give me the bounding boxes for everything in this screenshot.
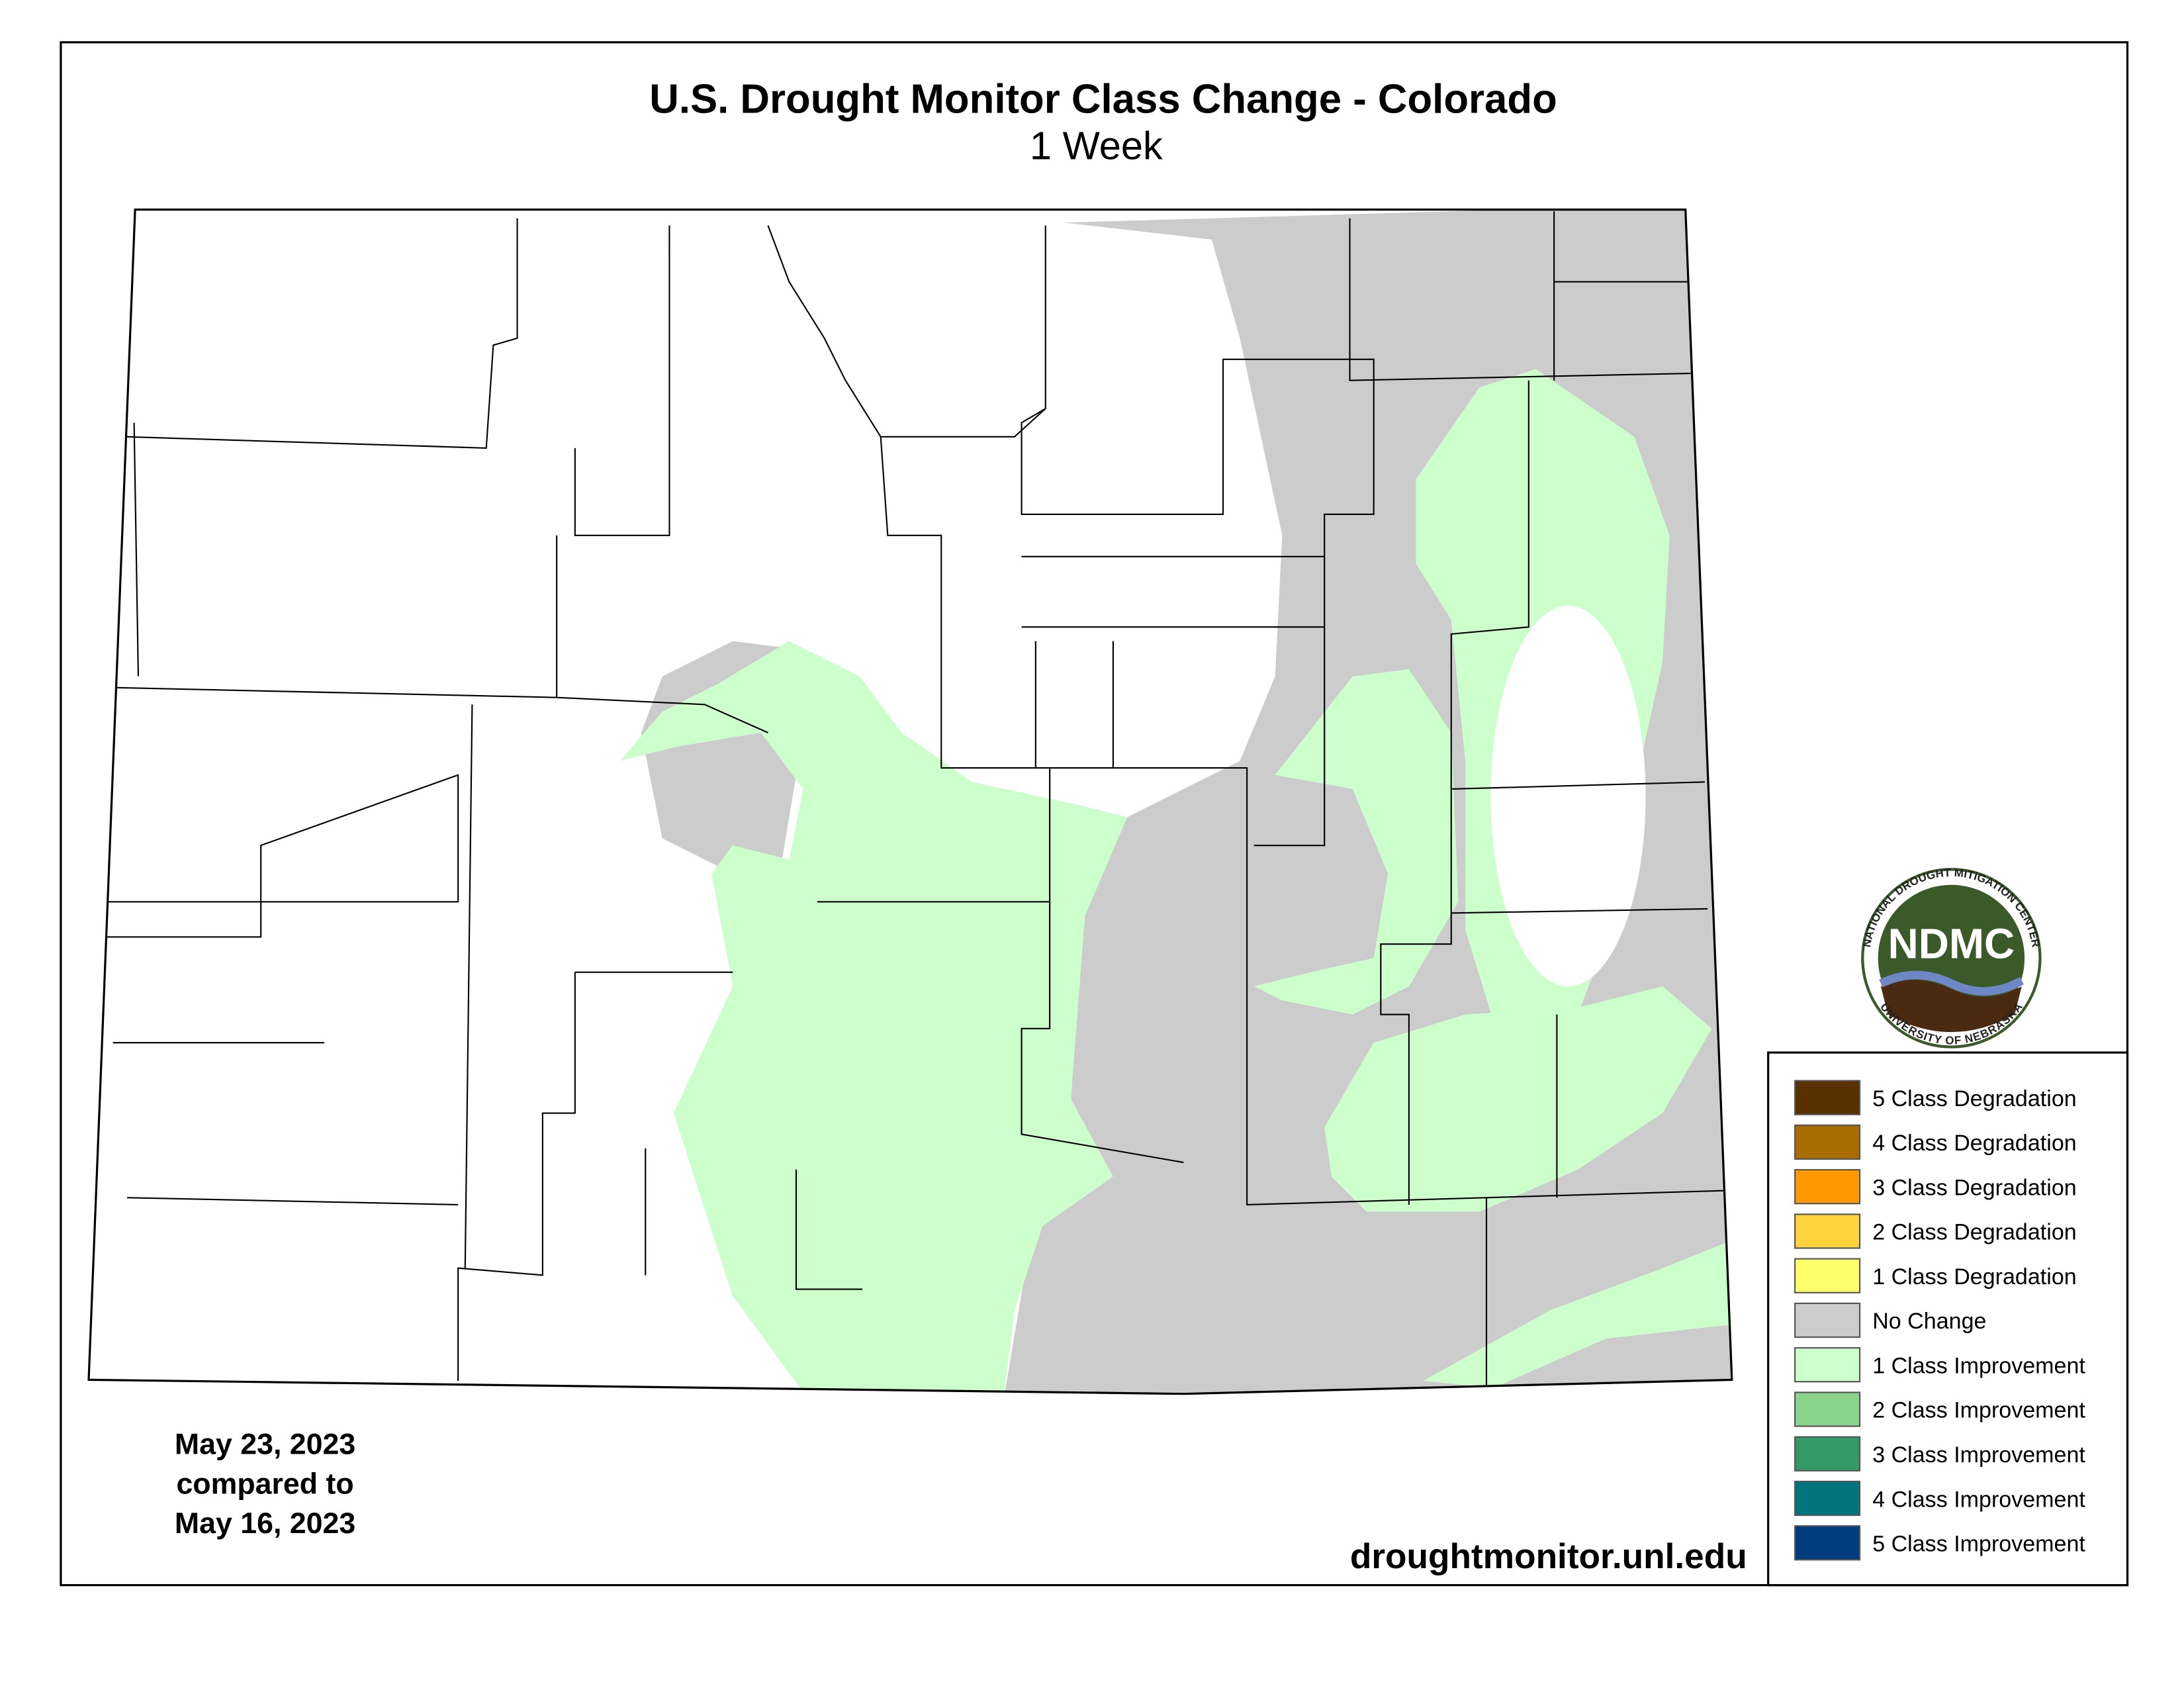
title: U.S. Drought Monitor Class Change - Colo… [649, 76, 1557, 122]
county-lines [106, 211, 1726, 1388]
legend-swatch [1794, 1391, 1861, 1427]
source-url: droughtmonitor.unl.edu [1350, 1537, 1747, 1576]
logo: NDMC NATIONAL DROUGHT MITIGATION CENTER … [1860, 867, 2042, 1049]
legend-swatch [1794, 1124, 1861, 1160]
legend: 5 Class Degradation 4 Class Degradation 3 … [1794, 1080, 2085, 1561]
legend-label: 2 Class Improvement [1872, 1398, 2085, 1423]
legend-swatch [1794, 1258, 1861, 1293]
frame [60, 41, 2129, 1587]
legend-label: 3 Class Improvement [1872, 1442, 2085, 1468]
improvement-region [1253, 669, 1459, 1015]
legend-label: 1 Class Improvement [1872, 1353, 2085, 1378]
legend-label: 1 Class Degradation [1872, 1264, 2076, 1289]
logo-land [1880, 980, 2022, 1033]
white-region [1490, 606, 1646, 986]
state-map [87, 209, 1733, 1395]
legend-label: 5 Class Improvement [1872, 1532, 2085, 1557]
legend-swatch [1794, 1436, 1861, 1472]
legend-swatch [1794, 1169, 1861, 1205]
date-line: May 23, 2023 [175, 1429, 355, 1461]
legend-swatch [1794, 1302, 1861, 1338]
improvement-region [619, 641, 1128, 1395]
legend-swatch [1794, 1347, 1861, 1383]
legend-swatch [1794, 1525, 1861, 1561]
legend-label: No Change [1872, 1309, 1986, 1334]
legend-swatch [1794, 1213, 1861, 1249]
legend-swatch [1794, 1480, 1861, 1517]
improvement-region [1423, 1240, 1733, 1388]
date-line: compared to [176, 1468, 353, 1500]
legend-swatch [1794, 1080, 1861, 1115]
legend-label: 5 Class Degradation [1872, 1086, 2076, 1111]
legend-label: 2 Class Degradation [1872, 1220, 2076, 1245]
subtitle: 1 Week [1030, 124, 1163, 168]
improvement-region [1324, 986, 1712, 1212]
legend-label: 3 Class Degradation [1872, 1175, 2076, 1200]
date-line: May 16, 2023 [175, 1507, 355, 1540]
legend-label: 4 Class Degradation [1872, 1131, 2076, 1156]
logo-abbr: NDMC [1888, 919, 2015, 967]
logo-water [1879, 970, 2024, 996]
legend-label: 4 Class Improvement [1872, 1487, 2085, 1512]
